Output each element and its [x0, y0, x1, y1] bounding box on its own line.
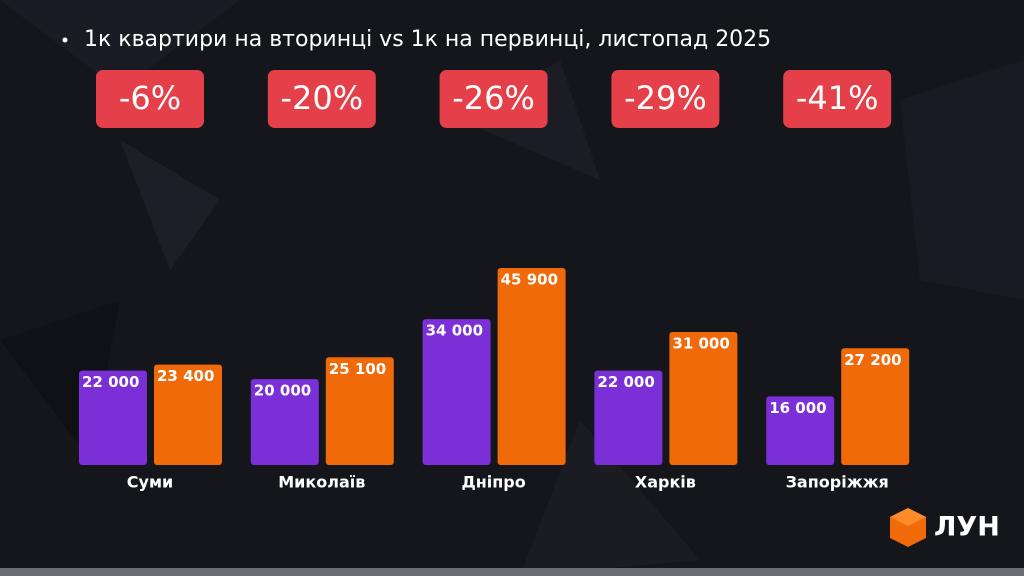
badge-label: -26%	[452, 79, 535, 117]
value-label: 20 000	[254, 382, 311, 400]
bg-shape	[0, 0, 240, 90]
badge	[267, 70, 376, 128]
bottom-bar	[0, 568, 1024, 576]
badge	[439, 70, 548, 128]
value-label: 31 000	[672, 334, 729, 352]
badge-label: -29%	[624, 79, 707, 117]
bar	[841, 348, 910, 465]
value-label: 22 000	[82, 373, 139, 391]
value-label: 34 000	[426, 322, 483, 340]
logo-text: ЛУН	[934, 512, 1000, 543]
value-label: 25 100	[329, 360, 386, 378]
logo: ЛУН	[890, 508, 1000, 547]
bar	[766, 396, 835, 465]
badge-label: -6%	[119, 79, 181, 117]
badge	[96, 70, 204, 128]
value-label: 27 200	[844, 351, 901, 369]
x-tick-label: Дніпро	[461, 473, 525, 492]
bar	[325, 357, 394, 465]
badge-label: -20%	[280, 79, 363, 117]
badge	[783, 70, 892, 128]
bar	[669, 331, 738, 465]
badge	[611, 70, 720, 128]
x-tick-label: Запоріжжя	[786, 473, 889, 492]
bg-shape	[120, 140, 220, 270]
bg-shape	[900, 60, 1024, 300]
x-tick-label: Харків	[635, 473, 696, 492]
bar	[497, 268, 566, 465]
chart-title: 1к квартири на вторинці vs 1к на первинц…	[84, 27, 771, 52]
bullet	[62, 37, 68, 43]
badge-label: -41%	[796, 79, 879, 117]
value-label: 16 000	[769, 399, 826, 417]
bar	[154, 364, 222, 465]
bar	[79, 370, 147, 465]
bar	[594, 370, 663, 465]
value-label: 23 400	[157, 367, 214, 385]
value-label: 22 000	[597, 373, 654, 391]
x-tick-label: Суми	[127, 473, 173, 492]
x-tick-label: Миколаїв	[278, 473, 365, 492]
value-label: 45 900	[501, 271, 558, 289]
logo-icon-top	[890, 508, 926, 526]
bar	[422, 319, 491, 465]
bar	[250, 379, 319, 465]
